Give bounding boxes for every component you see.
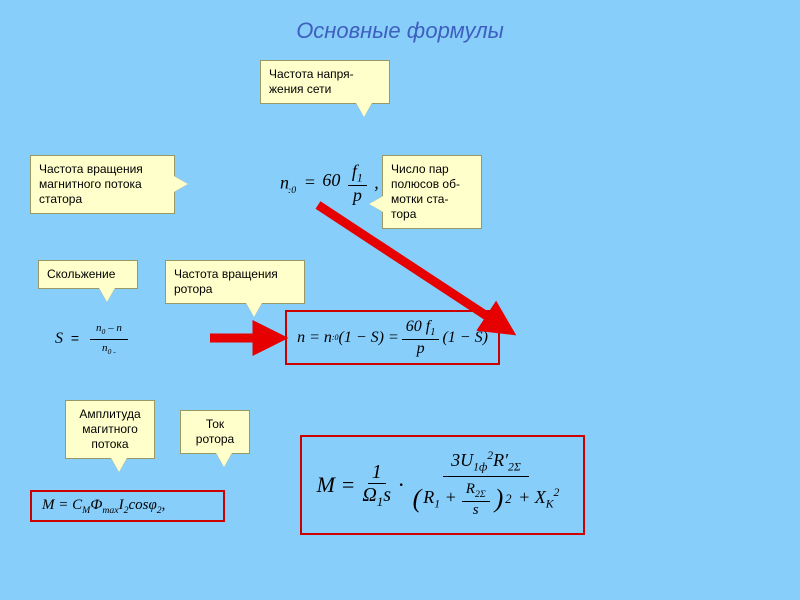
callout-text: Скольжение [47, 267, 115, 281]
callout-text: Частота вращенияротора [174, 267, 278, 296]
callout-text: Частота напря-жения сети [269, 67, 354, 96]
callout-rotor-freq: Частота вращенияротора [165, 260, 305, 304]
callout-rotor-current: Токротора [180, 410, 250, 454]
callout-amplitude: Амплитудамагитногопотока [65, 400, 155, 459]
callout-pole-pairs: Число парполюсов об-мотки ста-тора [382, 155, 482, 229]
callout-text: Частота вращениямагнитного потокастатора [39, 162, 143, 206]
page-title: Основные формулы [296, 18, 504, 44]
formula-m-big: M = 1Ω1s · 3U1ф2R′2Σ ( R1 + R2Σs )2 + XК… [300, 435, 585, 535]
callout-freq-flux: Частота вращениямагнитного потокастатора [30, 155, 175, 214]
callout-freq-voltage: Частота напря-жения сети [260, 60, 390, 104]
callout-text: Амплитудамагитногопотока [79, 407, 140, 451]
callout-slip: Скольжение [38, 260, 138, 289]
formula-slip: S = n0 – n n0 - [55, 320, 131, 358]
formula-m-simple: М = СМФmaxI2cosφ2, [30, 490, 225, 522]
formula-n-expanded: n = n:0 (1 − S) = 60 f1p (1 − S) [285, 310, 500, 365]
formula-n0: n:0 = 60 f1p , [280, 162, 379, 206]
callout-text: Токротора [196, 417, 234, 446]
callout-text: Число парполюсов об-мотки ста-тора [391, 162, 460, 221]
